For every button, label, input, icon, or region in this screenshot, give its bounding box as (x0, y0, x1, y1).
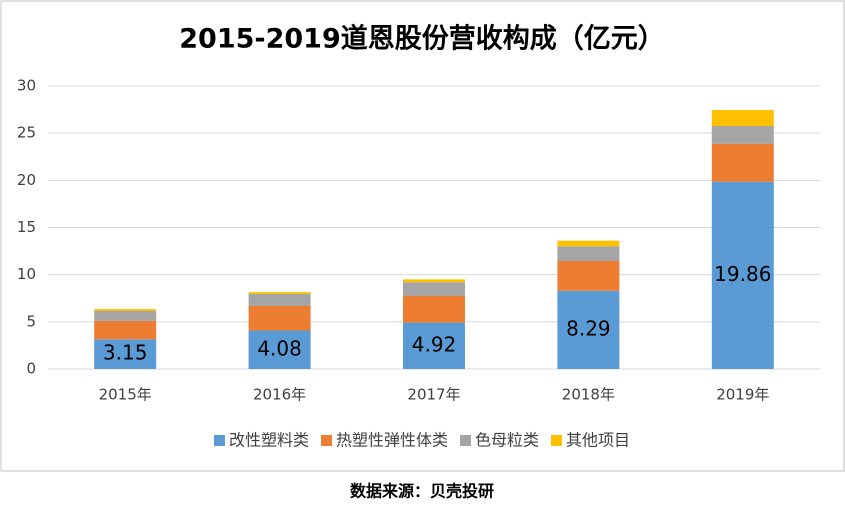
legend-label: 其他项目 (566, 431, 630, 450)
bar-segment (248, 294, 311, 306)
legend-swatch (213, 435, 225, 446)
bar-segment (711, 109, 774, 126)
legend-swatch (551, 435, 563, 446)
x-tick-label: 2019年 (716, 386, 769, 404)
bar-segment (403, 295, 465, 323)
bar-segment (403, 322, 465, 369)
data-label: 8.29 (566, 316, 611, 340)
y-tick-label: 0 (26, 360, 36, 378)
y-tick-label: 15 (17, 218, 36, 236)
bar-segment (94, 310, 157, 321)
data-label: 3.15 (103, 341, 148, 365)
bar-segment (403, 279, 465, 283)
legend-label: 改性塑料类 (229, 431, 309, 450)
bar-segment (557, 260, 620, 291)
bar-segment (248, 330, 311, 369)
chart-frame (0, 0, 845, 472)
y-tick-label: 20 (17, 171, 36, 189)
data-label: 19.86 (714, 262, 771, 286)
bar-segment (557, 240, 620, 247)
bar-segment (711, 181, 774, 369)
x-tick-label: 2018年 (562, 386, 615, 404)
legend-swatch (320, 435, 332, 446)
x-tick-label: 2017年 (407, 386, 460, 404)
x-tick-label: 2016年 (253, 386, 306, 404)
legend-swatch (460, 435, 471, 446)
y-tick-label: 5 (26, 312, 36, 330)
bar-segment (248, 305, 311, 331)
bar-segment (711, 125, 774, 144)
legend-label: 色母粒类 (475, 431, 539, 450)
source-note: 数据来源：贝壳投研 (350, 482, 494, 501)
bar-segment (403, 282, 465, 296)
bar-segment (94, 309, 157, 311)
bar-segment (94, 339, 157, 369)
data-label: 4.08 (257, 336, 302, 360)
x-tick-label: 2015年 (99, 386, 152, 404)
legend-label: 热塑性弹性体类 (336, 431, 448, 450)
data-label: 4.92 (412, 332, 457, 356)
bar-segment (94, 320, 157, 340)
bar-segment (557, 246, 620, 261)
y-tick-label: 25 (17, 124, 36, 142)
chart-title: 2015-2019道恩股份营收构成（亿元） (179, 23, 665, 55)
bar-segment (557, 290, 620, 369)
y-tick-label: 30 (17, 77, 36, 95)
y-tick-label: 10 (17, 265, 36, 283)
bar-segment (248, 292, 311, 295)
bar-segment (711, 143, 774, 182)
